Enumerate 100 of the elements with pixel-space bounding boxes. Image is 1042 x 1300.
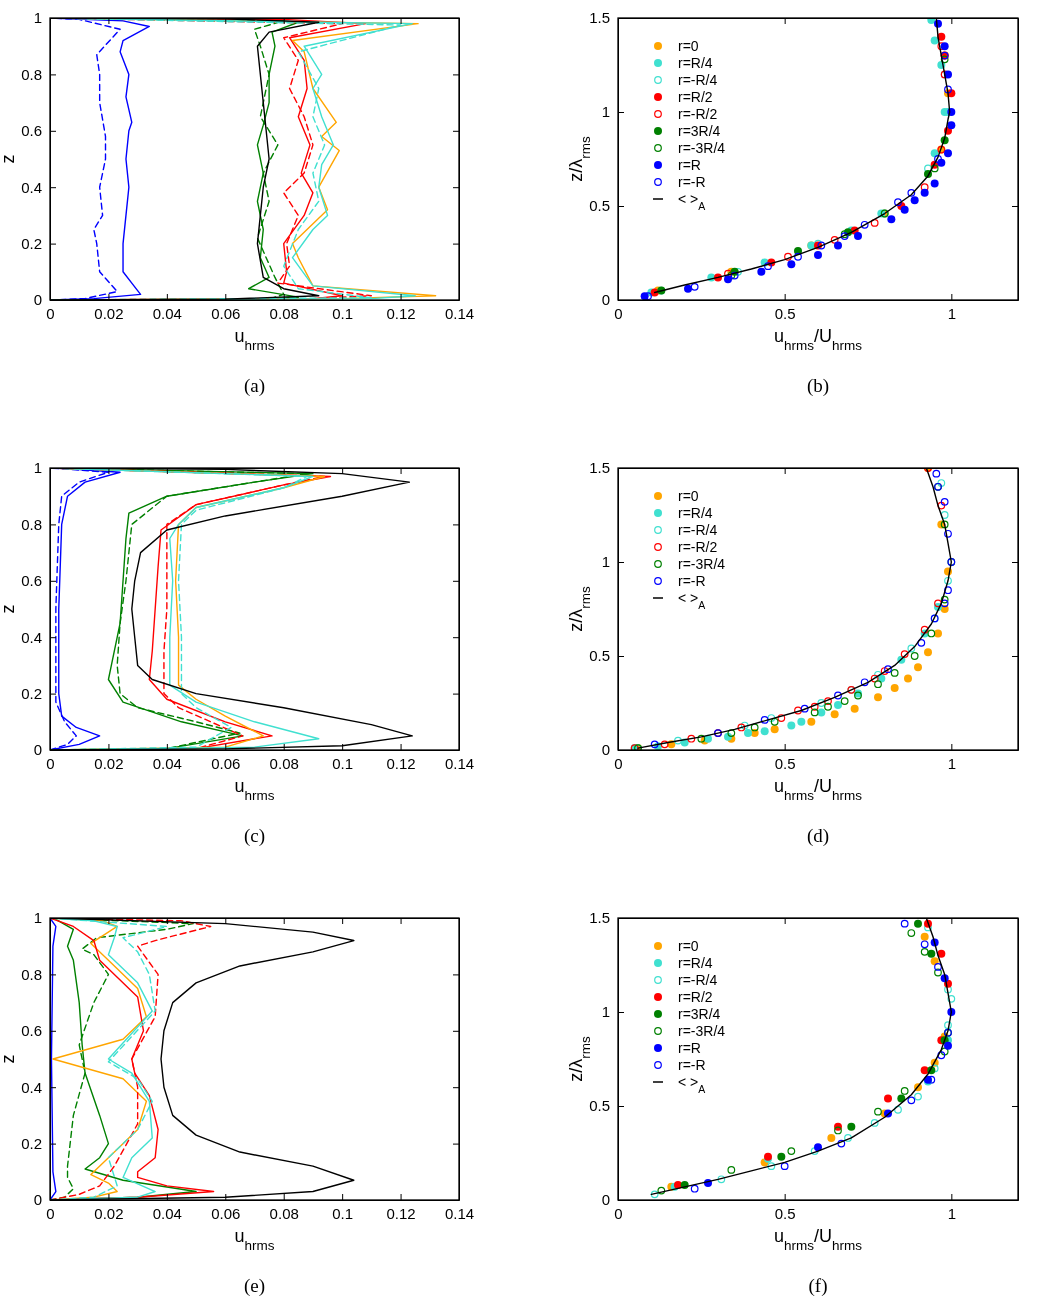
legend-label: r=-3R/4 [678, 1023, 726, 1039]
x-tick-label: 0.12 [386, 1204, 416, 1222]
legend-label: r=-R/4 [678, 522, 718, 538]
y-tick-label: 0.4 [21, 628, 42, 646]
y-tick-label: 1 [33, 909, 42, 927]
legend-label: r=-3R/4 [678, 556, 726, 572]
y-axis-title: z [0, 604, 18, 614]
y-tick-label: 1 [33, 9, 42, 27]
x-tick-label: 0.08 [269, 754, 299, 772]
y-tick-label: 0 [601, 741, 610, 759]
x-tick-label: 0.02 [94, 1204, 124, 1222]
x-tick-label: 0.1 [332, 304, 354, 322]
legend-label: r=3R/4 [678, 1006, 721, 1022]
text: (a) [243, 375, 266, 397]
x-tick-label: 0.08 [269, 1204, 299, 1222]
y-tick-label: 1 [33, 459, 42, 477]
x-axis-title: u$_{hrms}$ [234, 1226, 275, 1253]
x-tick-label: 0.14 [444, 754, 475, 772]
text: (c) [243, 825, 266, 847]
y-tick-label: 0.2 [21, 684, 42, 702]
legend-label: r=-R [678, 1057, 706, 1073]
x-tick-label: 0 [46, 754, 55, 772]
x-tick-label: 0.08 [269, 304, 299, 322]
x-tick-label: 0.04 [152, 304, 182, 322]
x-tick-label: 0.04 [152, 1204, 182, 1222]
x-tick-label: 0.06 [211, 304, 241, 322]
text: (e) [243, 1275, 266, 1297]
legend-label: r=3R/4 [678, 123, 721, 139]
x-tick-label: 0.5 [774, 304, 796, 322]
text: (f) [808, 1275, 828, 1297]
x-tick-label: 0 [614, 1204, 623, 1222]
x-tick-label: 1 [947, 304, 957, 322]
y-tick-label: 0 [33, 291, 42, 309]
x-tick-label: 0.14 [444, 304, 475, 322]
x-tick-label: 0 [614, 754, 623, 772]
x-axis-title: u$_{hrms}$ [234, 776, 275, 803]
y-tick-label: 1.5 [589, 909, 610, 927]
x-tick-label: 0.1 [332, 1204, 354, 1222]
legend-label: < >$_{A}$ [678, 590, 706, 611]
legend-label: r=-R/4 [678, 972, 718, 988]
legend-label: r=R/4 [678, 505, 713, 521]
y-tick-label: 0.5 [589, 647, 610, 665]
legend-label: < >$_{A}$ [678, 1074, 706, 1095]
legend-label: r=R [678, 1040, 701, 1056]
y-tick-label: 0 [33, 741, 42, 759]
y-tick-label: 0.6 [21, 572, 42, 590]
y-tick-label: 0.6 [21, 122, 42, 140]
legend-label: r=R/4 [678, 55, 713, 71]
x-tick-label: 0.12 [386, 304, 416, 322]
y-tick-label: 0.6 [21, 1022, 42, 1040]
x-tick-label: 0.1 [332, 754, 354, 772]
x-axis-title: u$_{hrms}$ [234, 326, 275, 353]
x-tick-label: 0.5 [774, 754, 796, 772]
y-tick-label: 1 [601, 1003, 610, 1021]
x-tick-label: 0.02 [94, 304, 124, 322]
legend-label: r=-R [678, 174, 706, 190]
y-axis-title: z [0, 154, 18, 164]
x-tick-label: 0.12 [386, 754, 416, 772]
legend-label: r=-3R/4 [678, 140, 726, 156]
x-axis-title: u$_{hrms}$/U$_{hrms}$ [773, 776, 863, 803]
x-axis-title: u$_{hrms}$/U$_{hrms}$ [773, 1226, 863, 1253]
x-tick-label: 0.04 [152, 754, 182, 772]
x-tick-label: 0.06 [211, 754, 241, 772]
y-tick-label: 1.5 [589, 9, 610, 27]
text: (b) [806, 375, 830, 397]
y-tick-label: 0.2 [21, 234, 42, 252]
y-tick-label: 1 [601, 553, 610, 571]
x-tick-label: 0.06 [211, 1204, 241, 1222]
x-tick-label: 1 [947, 754, 957, 772]
x-tick-label: 0.5 [774, 1204, 796, 1222]
x-tick-label: 0 [46, 304, 55, 322]
legend-label: r=-R/2 [678, 539, 718, 555]
x-tick-label: 0.14 [444, 1204, 475, 1222]
y-tick-label: 0.4 [21, 178, 42, 196]
legend-label: r=R/4 [678, 955, 713, 971]
y-axis-title: z [0, 1054, 18, 1064]
text: (d) [806, 825, 830, 847]
legend-label: r=0 [678, 488, 699, 504]
x-axis-title: u$_{hrms}$/U$_{hrms}$ [773, 326, 863, 353]
y-tick-label: 0 [33, 1191, 42, 1209]
legend-label: r=0 [678, 38, 699, 54]
legend-label: r=-R [678, 573, 706, 589]
legend-label: r=R [678, 157, 701, 173]
y-tick-label: 0 [601, 1191, 610, 1209]
y-tick-label: 0.8 [21, 65, 42, 83]
legend-label: < >$_{A}$ [678, 191, 706, 212]
y-tick-label: 1.5 [589, 459, 610, 477]
y-tick-label: 0.5 [589, 197, 610, 215]
x-tick-label: 0 [46, 1204, 55, 1222]
y-tick-label: 0.8 [21, 515, 42, 533]
legend-label: r=R/2 [678, 89, 713, 105]
y-tick-label: 0.4 [21, 1078, 42, 1096]
y-tick-label: 0 [601, 291, 610, 309]
y-tick-label: 0.2 [21, 1134, 42, 1152]
x-tick-label: 0.02 [94, 754, 124, 772]
legend-label: r=0 [678, 938, 699, 954]
y-tick-label: 0.8 [21, 965, 42, 983]
y-tick-label: 1 [601, 103, 610, 121]
x-tick-label: 0 [614, 304, 623, 322]
y-tick-label: 0.5 [589, 1097, 610, 1115]
